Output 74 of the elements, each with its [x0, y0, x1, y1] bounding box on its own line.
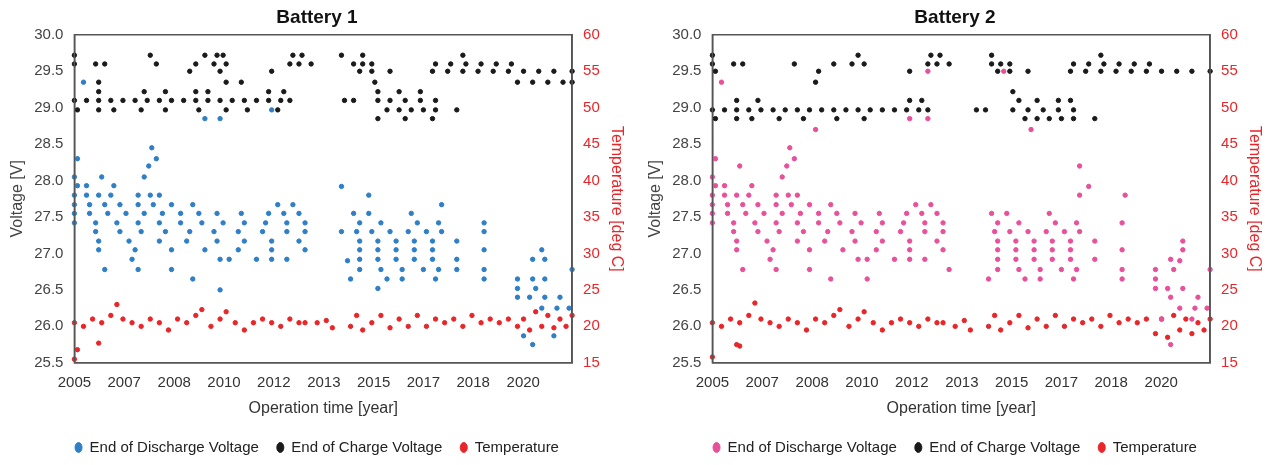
x-tick-label: 2012: [257, 372, 291, 390]
y-tick-label: 29.0: [672, 97, 702, 115]
y2-tick-label: 30: [583, 243, 600, 261]
chart-title: Battery 1: [276, 5, 359, 27]
y-tick-label: 27.0: [34, 243, 64, 261]
y-tick-label: 27.0: [672, 243, 702, 261]
x-tick-label: 2015: [994, 372, 1029, 390]
x-axis-title: Operation time [year]: [248, 398, 398, 416]
legend-label: End of Discharge Voltage: [727, 437, 897, 455]
legend-label: Temperature: [1112, 437, 1197, 455]
y2-tick-label: 40: [1221, 170, 1238, 188]
y2-tick-label: 35: [1221, 207, 1238, 225]
y2-tick-label: 25: [1221, 280, 1238, 298]
x-tick-label: 2012: [895, 372, 929, 390]
y2-tick-label: 45: [1221, 134, 1238, 152]
y-tick-label: 28.0: [34, 170, 64, 188]
y-axis-title: Voltage [V]: [646, 160, 664, 238]
x-tick-label: 2017: [406, 372, 441, 390]
y2-tick-label: 20: [583, 316, 600, 334]
y-axis-title: Voltage [V]: [8, 160, 26, 238]
y2-axis-title: Temperature [deg C]: [608, 125, 626, 272]
y-tick-label: 26.0: [34, 316, 64, 334]
x-tick-label: 2007: [107, 372, 141, 390]
y2-tick-label: 60: [1221, 24, 1238, 42]
legend-label: End of Charge Voltage: [291, 437, 443, 455]
y2-tick-label: 15: [1221, 352, 1238, 370]
y2-tick-label: 30: [1221, 243, 1238, 261]
y2-tick-label: 50: [1221, 97, 1238, 115]
y2-tick-label: 25: [583, 280, 600, 298]
y-tick-label: 29.5: [672, 61, 702, 79]
y-tick-label: 26.5: [672, 280, 702, 298]
y-tick-label: 26.0: [672, 316, 702, 334]
x-tick-label: 2020: [506, 372, 540, 390]
legend-label: End of Discharge Voltage: [89, 437, 259, 455]
y-tick-label: 28.5: [34, 134, 64, 152]
y2-tick-label: 20: [1221, 316, 1238, 334]
x-tick-label: 2017: [1044, 372, 1079, 390]
chart-title: Battery 2: [914, 5, 996, 27]
y2-tick-label: 55: [1221, 61, 1238, 79]
y-tick-label: 30.0: [34, 24, 64, 42]
x-tick-label: 2018: [1094, 372, 1128, 390]
y-tick-label: 28.5: [672, 134, 702, 152]
y2-tick-label: 15: [583, 352, 600, 370]
y-tick-label: 27.5: [34, 207, 64, 225]
y-tick-label: 25.5: [672, 352, 702, 370]
x-tick-label: 2015: [356, 372, 391, 390]
y2-tick-label: 55: [583, 61, 600, 79]
x-tick-label: 2010: [207, 372, 241, 390]
legend-label: End of Charge Voltage: [929, 437, 1081, 455]
y-tick-label: 25.5: [34, 352, 64, 370]
x-tick-label: 2013: [945, 372, 979, 390]
x-tick-label: 2008: [795, 372, 829, 390]
y2-tick-label: 35: [583, 207, 600, 225]
y-tick-label: 29.5: [34, 61, 64, 79]
x-tick-label: 2008: [157, 372, 191, 390]
y-tick-label: 26.5: [34, 280, 64, 298]
y2-axis-title: Temperature [deg C]: [1246, 125, 1264, 272]
y-tick-label: 29.0: [34, 97, 64, 115]
y-tick-label: 27.5: [672, 207, 702, 225]
y2-tick-label: 60: [583, 24, 600, 42]
x-tick-label: 2013: [307, 372, 341, 390]
y2-tick-label: 40: [583, 170, 600, 188]
x-tick-label: 2005: [57, 372, 92, 390]
legend-label: Temperature: [474, 437, 559, 455]
x-tick-label: 2005: [695, 372, 730, 390]
y-tick-label: 30.0: [672, 24, 702, 42]
x-tick-label: 2007: [745, 372, 779, 390]
x-tick-label: 2010: [845, 372, 879, 390]
y2-tick-label: 45: [583, 134, 600, 152]
y2-tick-label: 50: [583, 97, 600, 115]
x-tick-label: 2020: [1144, 372, 1178, 390]
x-axis-title: Operation time [year]: [886, 398, 1036, 416]
y-tick-label: 28.0: [672, 170, 702, 188]
x-tick-label: 2018: [456, 372, 490, 390]
